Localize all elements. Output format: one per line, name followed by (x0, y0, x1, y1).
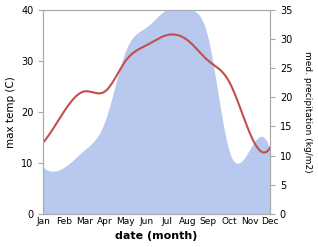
X-axis label: date (month): date (month) (115, 231, 198, 242)
Y-axis label: max temp (C): max temp (C) (5, 76, 16, 148)
Y-axis label: med. precipitation (kg/m2): med. precipitation (kg/m2) (303, 51, 313, 173)
